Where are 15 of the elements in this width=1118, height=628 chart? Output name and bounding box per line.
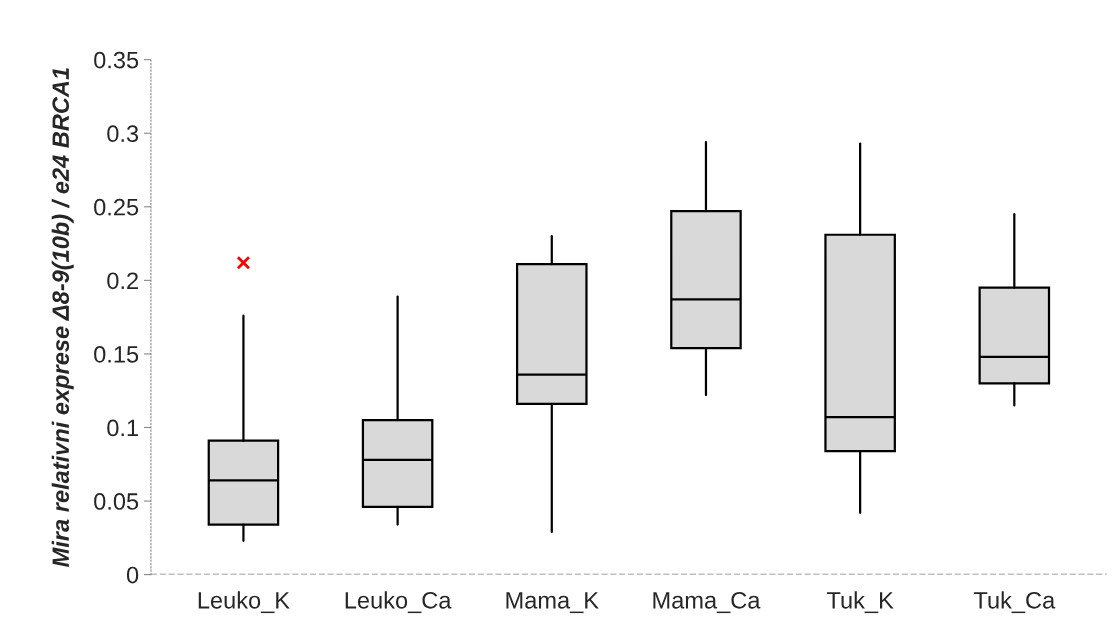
x-tick-label: Tuk_Ca: [973, 591, 1056, 614]
y-tick-label: 0.1: [107, 419, 138, 437]
x-tick-label: Tuk_K: [826, 591, 894, 614]
y-tick-label: 0.2: [107, 272, 138, 290]
y-tick-label: 0.3: [107, 125, 139, 143]
y-tick-label: 0.25: [94, 198, 139, 216]
y-tick-label: 0.35: [94, 51, 139, 69]
y-tick-label: 0: [126, 566, 139, 584]
y-tick-label: 0.05: [94, 493, 139, 510]
x-tick-label: Leuko_Ca: [345, 591, 452, 614]
x-tick-label: Leuko_K: [198, 591, 290, 614]
x-tick-label: Mama_Ca: [653, 591, 761, 614]
x-tick-label: Mama_K: [506, 592, 599, 614]
y-tick-label: 0.15: [94, 345, 139, 363]
y-axis-title: Mira relativni exprese Δ8-9(10b) / e24 BRCA1: [51, 68, 74, 567]
